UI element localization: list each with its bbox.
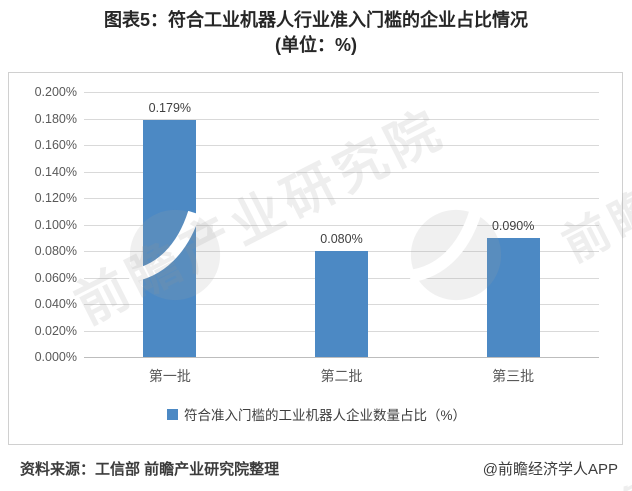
bar-value-label: 0.080% [320,232,363,246]
footer: 资料来源：工信部 前瞻产业研究院整理 @前瞻经济学人APP [20,458,618,479]
legend-marker-icon [166,408,178,420]
y-axis-tick-label: 0.100% [34,217,77,232]
bar-第二批 [315,251,368,357]
gridline [84,224,599,226]
x-axis-category-label: 第一批 [148,368,191,384]
source-text: 资料来源：工信部 前瞻产业研究院整理 [20,461,280,478]
y-axis-tick-label: 0.060% [34,270,77,285]
attribution-text: @前瞻经济学人APP [482,461,618,478]
gridline [84,171,599,173]
y-axis-tick-label: 0.020% [34,323,77,338]
chart-title-line2: (单位：%) [275,35,357,55]
chart-panel: 0.200% 0.180% 0.160% 0.140% 0.120% 0.100% 0.08… [8,72,623,445]
gridline [84,198,599,199]
x-axis-category-label: 第三批 [492,368,535,384]
chart-title: 图表5：符合工业机器人行业准入门槛的企业占比情况 (单位：%) [0,8,632,58]
x-axis-line [84,357,599,358]
legend: 符合准入门槛的工业机器人企业数量占比（%） [9,404,624,424]
y-axis-tick-label: 0.180% [34,111,77,126]
bar-第三批 [486,238,540,357]
plot-area: 0.200% 0.180% 0.160% 0.140% 0.120% 0.100% 0.08… [9,73,624,446]
legend-label: 符合准入门槛的工业机器人企业数量占比（%） [183,408,466,423]
gridline [84,118,599,120]
y-axis-tick-label: 0.120% [34,191,77,205]
gridline [84,145,599,146]
chart-title-line1: 图表5：符合工业机器人行业准入门槛的企业占比情况 [103,10,528,30]
bar-value-label: 0.090% [491,219,535,233]
bar-第一批 [143,120,197,357]
y-axis-tick-label: 0.140% [34,164,77,179]
x-axis-category-label: 第二批 [320,368,363,384]
y-axis-tick-label: 0.200% [34,85,77,99]
bar-value-label: 0.179% [148,101,192,115]
y-axis-tick-label: 0.000% [34,350,77,364]
gridline [84,92,599,93]
y-axis-tick-label: 0.080% [34,244,77,258]
y-axis-tick-label: 0.160% [34,138,77,152]
y-axis-tick-label: 0.040% [34,297,77,311]
